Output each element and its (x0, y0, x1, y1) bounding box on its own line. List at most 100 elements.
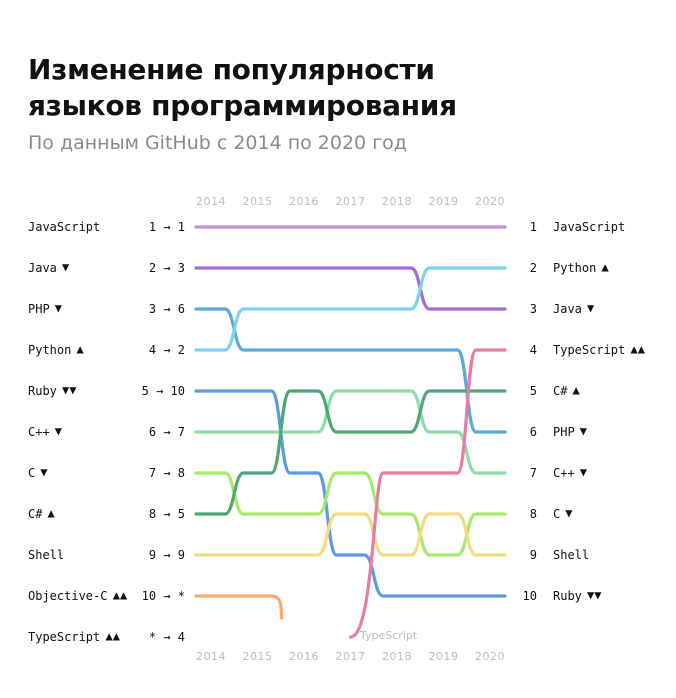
right-label-row: 6 PHP ▼ (530, 424, 588, 439)
down-arrow-icon: ▼ (55, 424, 63, 438)
right-labels: 1 JavaScript 2 Python ▲ 3 Java ▼ 4 TypeScript ▲▲ 5 C… (523, 220, 646, 603)
up-arrow-icon: ▲ (77, 342, 85, 356)
left-language-name: Ruby (28, 384, 57, 398)
final-rank: 6 (530, 425, 537, 439)
up-arrow-icon: ▲ (573, 383, 581, 397)
rank-change: 6 → 7 (149, 425, 185, 439)
right-label-row: 10 Ruby ▼▼ (523, 588, 603, 603)
right-language-name: Java (553, 302, 582, 316)
down-arrow-icon: ▼ (55, 301, 63, 315)
series-line-shell (194, 512, 507, 557)
right-label-row: 9 Shell (530, 548, 589, 562)
rank-change: * → 4 (149, 630, 185, 644)
left-language-name: Python (28, 343, 71, 357)
rank-change: 8 → 5 (149, 507, 185, 521)
up-arrow-icon: ▲▲ (631, 342, 646, 356)
right-language-name: C (553, 507, 560, 521)
series-line-ruby (194, 389, 507, 598)
rank-change: 9 → 9 (149, 548, 185, 562)
left-label-row: C# ▲ 8 → 5 (28, 506, 185, 521)
down-arrow-icon: ▼ (40, 465, 48, 479)
rank-change: 7 → 8 (149, 466, 185, 480)
right-language-name: Python (553, 261, 596, 275)
left-labels: JavaScript 1 → 1 Java ▼ 2 → 3 PHP ▼ 3 → 6 Python… (28, 220, 185, 644)
down-arrow-icon: ▼ (62, 260, 70, 274)
year-tick-top: 2014 (196, 195, 226, 208)
rank-change: 1 → 1 (149, 220, 185, 234)
left-label-row: Java ▼ 2 → 3 (28, 260, 185, 275)
right-label-row: 2 Python ▲ (530, 260, 610, 275)
left-language-name: Java (28, 261, 57, 275)
right-language-name: TypeScript (553, 343, 625, 357)
left-language-name: C# (28, 507, 43, 521)
right-label-row: 3 Java ▼ (530, 301, 595, 316)
chart-subtitle: По данным GitHub с 2014 по 2020 год (28, 132, 407, 154)
left-language-name: Objective-C (28, 589, 107, 603)
year-tick-top: 2018 (382, 195, 412, 208)
chart-title-line-2: языков программирования (28, 89, 457, 122)
left-label-row: C++ ▼ 6 → 7 (28, 424, 185, 439)
chart-title-line-1: Изменение популярности (28, 53, 435, 86)
right-label-row: 1 JavaScript (530, 220, 625, 234)
down-arrow-icon: ▼ (580, 424, 588, 438)
series-line-c- (194, 389, 507, 475)
typescript-annotation: TypeScript (359, 629, 418, 642)
year-tick-bottom: 2016 (289, 650, 319, 663)
right-label-row: 8 C ▼ (530, 506, 573, 521)
right-language-name: C# (553, 384, 568, 398)
series-lines: TypeScript (194, 225, 507, 642)
final-rank: 5 (530, 384, 537, 398)
final-rank: 8 (530, 507, 537, 521)
rank-change: 2 → 3 (149, 261, 185, 275)
down-arrow-icon: ▼▼ (62, 383, 77, 397)
left-language-name: PHP (28, 302, 50, 316)
left-label-row: PHP ▼ 3 → 6 (28, 301, 185, 316)
right-language-name: Shell (553, 548, 589, 562)
year-tick-top: 2017 (336, 195, 366, 208)
up-arrow-icon: ▲▲ (106, 629, 121, 643)
left-label-row: JavaScript 1 → 1 (28, 220, 185, 234)
left-label-row: Ruby ▼▼ 5 → 10 (28, 383, 185, 398)
left-label-row: TypeScript ▲▲ * → 4 (28, 629, 185, 644)
year-tick-top: 2016 (289, 195, 319, 208)
series-line-c (194, 471, 507, 557)
left-language-name: JavaScript (28, 220, 100, 234)
series-line-objective-c (194, 594, 284, 620)
up-arrow-icon: ▲ (48, 506, 56, 520)
right-label-row: 5 C# ▲ (530, 383, 581, 398)
year-tick-bottom: 2017 (336, 650, 366, 663)
left-label-row: Shell 9 → 9 (28, 548, 185, 562)
rank-change: 5 → 10 (142, 384, 185, 398)
year-tick-top: 2020 (475, 195, 505, 208)
series-line-typescript (348, 348, 507, 639)
final-rank: 4 (530, 343, 537, 357)
series-line-c- (194, 389, 507, 516)
left-language-name: C (28, 466, 35, 480)
rank-change: 3 → 6 (149, 302, 185, 316)
left-label-row: C ▼ 7 → 8 (28, 465, 185, 480)
series-line-php (194, 307, 507, 434)
year-tick-bottom: 2018 (382, 650, 412, 663)
year-axis-top: 2014 2015 2016 2017 2018 2019 2020 (196, 195, 505, 208)
final-rank: 1 (530, 220, 537, 234)
left-language-name: TypeScript (28, 630, 100, 644)
left-language-name: C++ (28, 425, 50, 439)
left-language-name: Shell (28, 548, 64, 562)
down-arrow-icon: ▼ (580, 465, 588, 479)
year-tick-bottom: 2019 (429, 650, 459, 663)
year-tick-top: 2019 (429, 195, 459, 208)
up-arrow-icon: ▲▲ (113, 588, 128, 602)
final-rank: 9 (530, 548, 537, 562)
final-rank: 3 (530, 302, 537, 316)
final-rank: 10 (523, 589, 537, 603)
year-tick-bottom: 2014 (196, 650, 226, 663)
series-line-python (194, 266, 507, 352)
left-label-row: Objective-C ▲▲ 10 → * (28, 588, 185, 603)
year-axis-bottom: 2014 2015 2016 2017 2018 2019 2020 (196, 650, 505, 663)
right-language-name: PHP (553, 425, 575, 439)
year-tick-top: 2015 (243, 195, 273, 208)
down-arrow-icon: ▼▼ (587, 588, 602, 602)
year-tick-bottom: 2015 (243, 650, 273, 663)
up-arrow-icon: ▲ (602, 260, 610, 274)
